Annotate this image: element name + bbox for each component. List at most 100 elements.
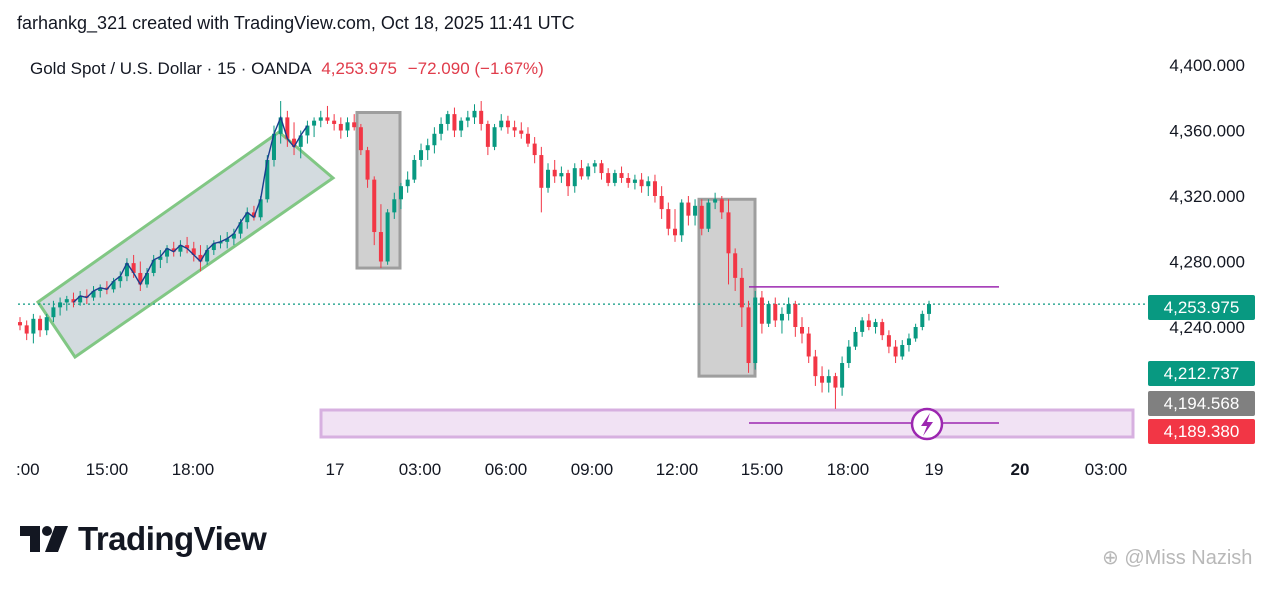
candle-body	[659, 196, 664, 210]
candle-body	[465, 117, 470, 121]
tradingview-logo-text: TradingView	[78, 520, 267, 557]
candle-body	[445, 114, 450, 124]
candle-body	[853, 331, 858, 347]
candle-body	[652, 181, 657, 196]
candle-body	[265, 159, 270, 200]
x-tick-label: 18:00	[827, 460, 870, 479]
candle-body	[820, 376, 825, 383]
x-tick-label: 09:00	[571, 460, 614, 479]
candle-body	[325, 117, 330, 121]
candle-body	[880, 322, 885, 336]
candle-body	[398, 186, 403, 200]
candle-body	[612, 173, 617, 183]
x-tick-label: :00	[16, 460, 40, 479]
candle-body	[693, 205, 698, 216]
chart-frame[interactable]: 4,400.000 4,360.000 4,320.000 4,280.000 4,24…	[16, 44, 1264, 490]
candle-body	[298, 135, 303, 147]
candle-body	[292, 138, 297, 147]
candle-body	[586, 166, 591, 177]
candle-body	[338, 123, 343, 131]
candle-body	[425, 145, 430, 151]
candle-body	[258, 199, 263, 218]
candle-body	[753, 297, 758, 364]
candle-body	[552, 169, 557, 177]
candle-body	[392, 199, 397, 213]
candle-body	[619, 173, 624, 178]
candle-body	[278, 117, 283, 134]
candle-body	[118, 276, 123, 282]
consolidation-box	[355, 110, 402, 270]
candle-body	[452, 114, 457, 131]
y-tick-label: 4,240.000	[1169, 318, 1245, 337]
price-tag-level-2: 4,194.568	[1148, 391, 1255, 416]
candle-body	[733, 253, 738, 278]
candle-body	[472, 110, 477, 118]
candle-body	[679, 202, 684, 236]
candle-body	[64, 299, 69, 303]
candle-body	[218, 241, 223, 244]
candle-body	[225, 238, 230, 242]
candle-body	[345, 122, 350, 131]
candle-body	[813, 356, 818, 377]
candle-body	[592, 163, 597, 167]
candle-body	[111, 281, 116, 290]
candle-body	[673, 228, 678, 236]
candle-body	[646, 181, 651, 187]
candle-body	[31, 318, 36, 334]
candle-body	[51, 307, 56, 318]
candle-body	[632, 179, 637, 183]
candle-body	[833, 376, 838, 388]
candle-body	[559, 173, 564, 177]
watermark-icon: ⊕	[1102, 547, 1125, 569]
candle-body	[626, 177, 631, 183]
candle-body	[211, 243, 216, 251]
candle-body	[773, 304, 778, 321]
candle-body	[312, 120, 317, 126]
watermark-text: @Miss Nazish	[1124, 547, 1253, 569]
candle-body	[131, 263, 136, 273]
candle-body	[913, 327, 918, 339]
y-tick-label: 4,400.000	[1169, 56, 1245, 75]
candle-body	[78, 295, 83, 303]
x-tick-label: 18:00	[172, 460, 215, 479]
trend-path	[73, 115, 308, 303]
candlestick-chart[interactable]: 4,400.000 4,360.000 4,320.000 4,280.000 4,24…	[16, 44, 1264, 490]
candle-body	[358, 127, 363, 151]
candle-body	[759, 297, 764, 324]
x-tick-label: 03:00	[399, 460, 442, 479]
candle-body	[512, 127, 517, 131]
candle-body	[766, 304, 771, 324]
candle-body	[165, 248, 170, 257]
x-tick-label: 15:00	[86, 460, 129, 479]
candle-body	[666, 209, 671, 229]
candle-body	[198, 254, 203, 262]
y-tick-label: 4,280.000	[1169, 253, 1245, 272]
x-tick-label: 06:00	[485, 460, 528, 479]
tradingview-logo-icon	[20, 526, 68, 552]
candle-body	[746, 307, 751, 364]
candle-body	[806, 333, 811, 357]
candle-body	[171, 248, 176, 252]
candle-body	[860, 320, 865, 332]
candle-body	[840, 363, 845, 388]
candle-body	[405, 179, 410, 187]
watermark: ⊕ @Miss Nazish	[1102, 545, 1252, 570]
candle-body	[893, 346, 898, 357]
candle-body	[24, 325, 29, 334]
candle-body	[38, 318, 43, 331]
candle-body	[271, 133, 276, 160]
candle-body	[499, 120, 504, 128]
candle-body	[846, 346, 851, 364]
candle-body	[793, 304, 798, 327]
candle-body	[579, 168, 584, 177]
x-tick-label: 19	[925, 460, 944, 479]
candle-body	[378, 232, 383, 262]
tradingview-logo[interactable]: TradingView	[20, 520, 267, 558]
candle-body	[599, 163, 604, 174]
candle-body	[185, 245, 190, 249]
candle-body	[98, 287, 103, 291]
symbol-change: −72.090 (−1.67%)	[407, 59, 544, 78]
candle-body	[726, 212, 731, 254]
candle-body	[492, 127, 497, 147]
header-credit: farhankg_321 created with TradingView.co…	[17, 13, 575, 33]
